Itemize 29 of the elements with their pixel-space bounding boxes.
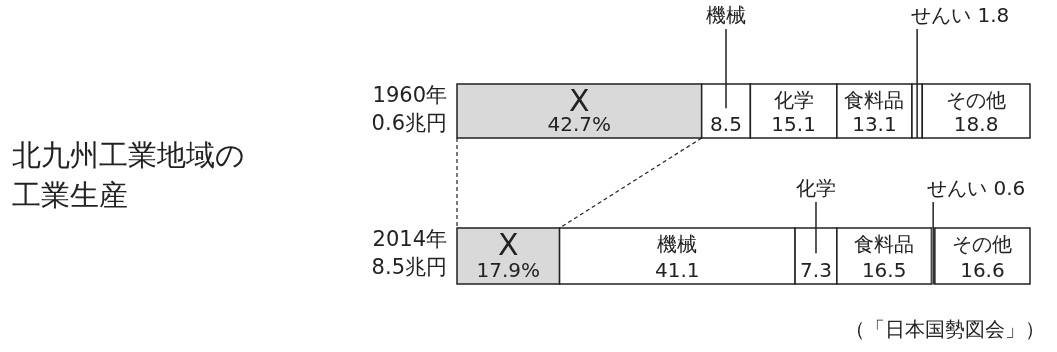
series-label: 食料品	[844, 88, 905, 112]
data-label: 18.8	[953, 112, 999, 136]
bar: 化学 7.3	[794, 176, 838, 285]
title: 北九州工業地域の工業生産	[12, 138, 245, 212]
bar: X 42.7%	[456, 83, 703, 139]
annotation: （「日本国勢図会」）	[845, 317, 1045, 341]
text: せんい 1.8	[911, 3, 1010, 27]
bar: その他 16.6	[934, 227, 1031, 285]
data-label: 7.3	[800, 258, 832, 282]
bar: 食料品 16.5	[836, 227, 933, 285]
series-label: 機械	[657, 232, 698, 256]
series-label: その他	[946, 88, 1007, 112]
category-label: 1960年 0.6兆円	[371, 83, 447, 135]
bar: X 17.9%	[456, 227, 561, 285]
data-label: 16.6	[960, 258, 1005, 282]
data-label: 13.1	[852, 112, 897, 136]
category-label: 2014年 8.5兆円	[371, 227, 447, 279]
data-label: 41.1	[655, 258, 700, 282]
bar: 化学 15.1	[749, 83, 838, 139]
data-label: 15.1	[771, 112, 816, 136]
bar: 機械 41.1	[558, 227, 796, 285]
data-label: 17.9%	[476, 258, 541, 282]
text: せんい 0.6	[927, 176, 1026, 200]
data-label: 8.5	[710, 112, 742, 136]
bar: 食料品 13.1	[836, 83, 913, 139]
bar: その他 18.8	[921, 83, 1031, 139]
bar: 機械 8.5	[700, 3, 752, 139]
data-label: 16.5	[861, 258, 907, 282]
series-label: 化学	[773, 88, 814, 112]
